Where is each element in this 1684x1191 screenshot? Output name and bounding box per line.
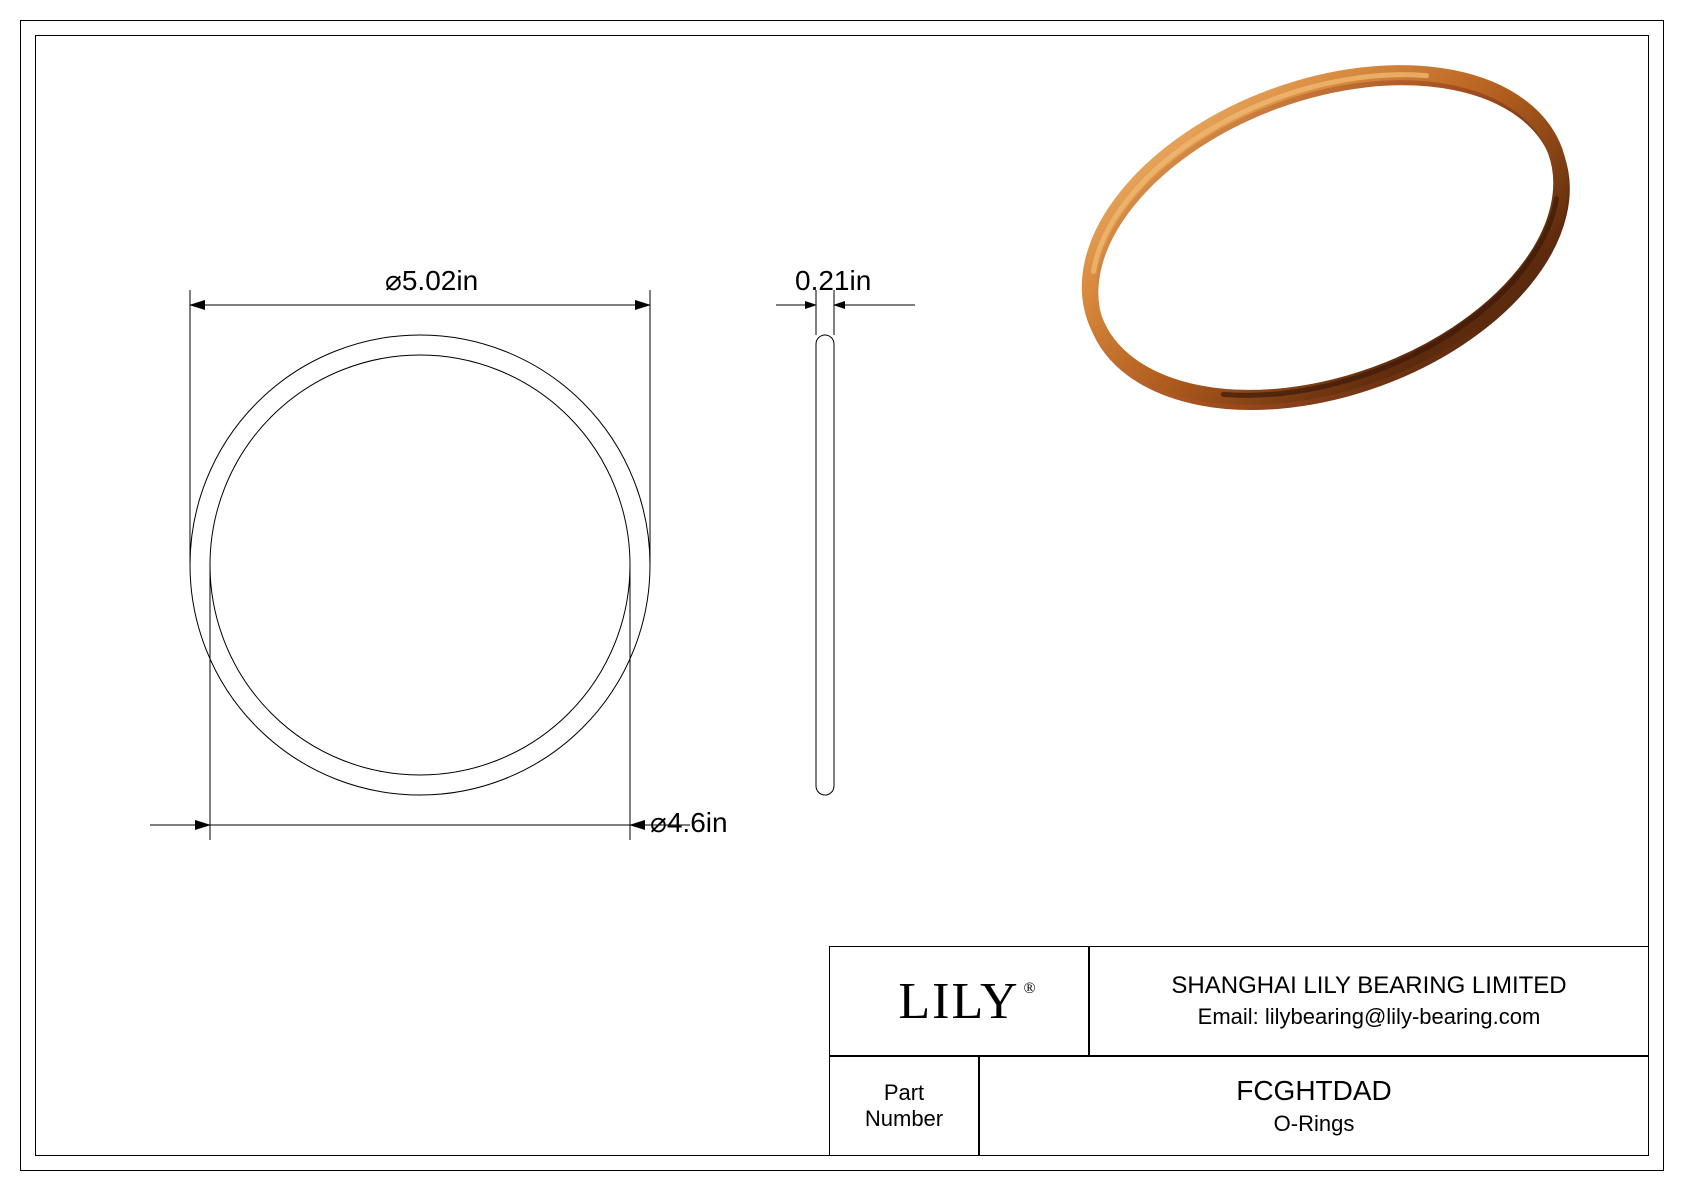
- part-number-label: Part Number: [865, 1080, 943, 1132]
- outer-diameter-label: ⌀5.02in: [385, 265, 478, 296]
- logo-text: LILY: [898, 973, 1019, 1030]
- isometric-view: [1044, 35, 1608, 464]
- front-view: ⌀5.02in ⌀4.6in: [150, 265, 728, 840]
- title-block-row-2: Part Number FCGHTDAD O-Rings: [829, 1056, 1649, 1156]
- title-block-row-1: LILY® SHANGHAI LILY BEARING LIMITED Emai…: [829, 946, 1649, 1056]
- part-number-label-cell: Part Number: [829, 1056, 979, 1156]
- company-logo: LILY®: [898, 972, 1019, 1031]
- company-info-cell: SHANGHAI LILY BEARING LIMITED Email: lil…: [1089, 946, 1649, 1056]
- logo-cell: LILY®: [829, 946, 1089, 1056]
- company-name: SHANGHAI LILY BEARING LIMITED: [1171, 972, 1566, 1000]
- cross-section-label: 0.21in: [795, 265, 871, 296]
- company-email: Email: lilybearing@lily-bearing.com: [1198, 1004, 1541, 1030]
- product-type: O-Rings: [1274, 1111, 1355, 1137]
- side-view: 0.21in: [776, 265, 915, 795]
- registered-mark: ®: [1023, 980, 1037, 998]
- title-block: LILY® SHANGHAI LILY BEARING LIMITED Emai…: [829, 946, 1649, 1156]
- inner-diameter-label: ⌀4.6in: [650, 807, 728, 838]
- part-number: FCGHTDAD: [1236, 1075, 1392, 1107]
- part-number-value-cell: FCGHTDAD O-Rings: [979, 1056, 1649, 1156]
